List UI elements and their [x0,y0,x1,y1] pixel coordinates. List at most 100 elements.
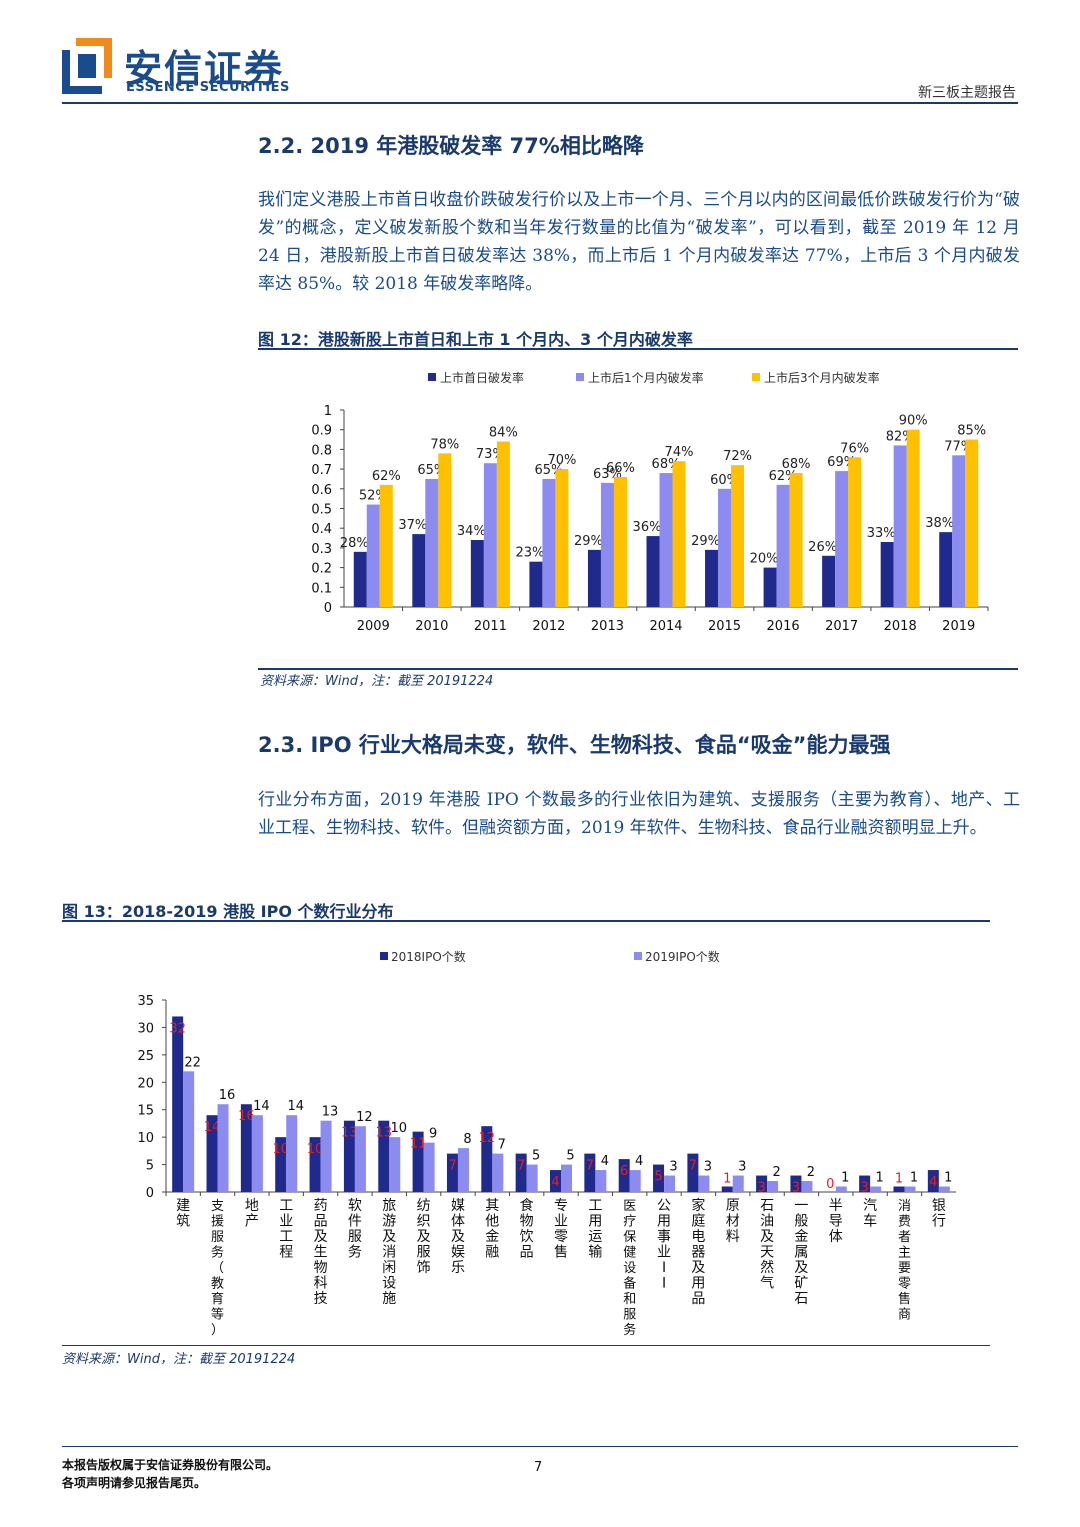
data-label: 34% [457,524,486,539]
bar-食物饮品-series-1 [515,1153,527,1192]
figure-13-top-rule [62,920,990,922]
x-tick-label: 旅游及消闲设施 [382,1198,396,1307]
legend-label-1: 2018IPO个数 [391,949,466,964]
x-tick-label: 一般金属及矿石 [794,1198,808,1307]
x-tick-label: 2019 [942,619,975,634]
data-label-2019: 3 [704,1160,712,1175]
data-label-2019: 4 [635,1154,643,1169]
logo-mark [62,38,112,94]
y-tick-label: 0 [324,601,332,616]
bar-2019-series-1 [939,532,953,607]
y-tick-label: 0.9 [311,424,332,439]
data-label-2019: 9 [429,1127,437,1142]
section-2-2-paragraph: 我们定义港股上市首日收盘价跌破发行价以及上市一个月、三个月以内的区间最低价跌破发… [258,190,1020,294]
bar-2009-series-2 [366,504,380,607]
data-label-2019: 3 [669,1160,677,1175]
bar-2015-series-3 [731,465,745,607]
bar-建筑-series-1 [172,1016,184,1192]
x-tick-label: 原材料 [726,1198,740,1245]
bar-2012-series-3 [555,469,569,607]
data-label-2019: 7 [498,1138,506,1153]
x-tick-label: 2011 [474,619,507,634]
data-label-2019: 13 [322,1105,339,1120]
x-tick-label: 地产 [245,1198,259,1230]
data-label-2019: 14 [287,1099,304,1114]
x-tick-label: 支援服务（教育等） [211,1199,224,1338]
x-tick-label: 2009 [357,619,390,634]
data-label-2018: 32 [169,1021,186,1036]
data-label-2019: 16 [219,1088,236,1103]
data-label-2019: 5 [566,1149,574,1164]
bar-2014-series-3 [672,461,686,607]
x-tick-label: 2010 [415,619,448,634]
bar-汽车-series-2 [870,1186,882,1192]
x-tick-label: 专业零售 [554,1198,568,1261]
figure-12-bottom-rule [258,668,1018,670]
y-tick-label: 1 [324,404,332,419]
x-tick-label: 家庭电器及用品 [691,1197,705,1307]
bar-纺织及服饰-series-1 [412,1131,424,1192]
bar-公用事业II-series-1 [653,1164,665,1192]
bar-工用运输-series-2 [595,1170,607,1192]
x-tick-label: 建筑 [176,1198,190,1230]
bar-石油及天然气-series-2 [767,1181,779,1192]
x-tick-label: 工业工程 [279,1198,293,1261]
data-label: 72% [723,449,752,464]
bar-地产-series-1 [240,1104,252,1192]
bar-旅游及消闲设施-series-2 [389,1137,401,1192]
data-label-2018: 16 [238,1109,255,1124]
x-tick-label: 公用事业 I I [657,1198,671,1292]
data-label-2018: 14 [204,1120,221,1135]
bar-2013-series-1 [587,549,601,607]
figure-13-bottom-rule [62,1345,990,1346]
data-label-2019: 10 [390,1121,407,1136]
x-tick-label: 医疗保健设备和服务 [623,1199,636,1338]
data-label: 38% [925,516,954,531]
logo-english: ESSENCE SECURITIES [126,80,290,95]
y-tick-label: 0.8 [311,443,332,458]
x-tick-label: 其他金融 [485,1198,499,1261]
data-label: 66% [606,461,635,476]
bar-家庭电器及用品-series-1 [687,1153,699,1192]
report-type-label: 新三板主题报告 [918,85,1016,101]
data-label: 62% [372,469,401,484]
bar-2019-series-3 [965,439,979,607]
bar-2009-series-1 [353,551,367,607]
data-label-2019: 2 [807,1165,815,1180]
data-label: 33% [867,526,896,541]
bar-食物饮品-series-2 [526,1164,538,1192]
y-tick-label: 0.3 [311,542,332,557]
bar-2017-series-3 [848,457,862,607]
bar-2018-series-1 [880,541,894,607]
bar-专业零售-series-2 [561,1164,572,1192]
bar-2009-series-3 [379,484,393,607]
data-label-2018: 1 [723,1172,731,1187]
data-label-2018: 11 [410,1137,427,1152]
bar-2014-series-2 [659,473,673,607]
x-tick-label: 2015 [708,619,741,634]
legend-label-1: 上市首日破发率 [440,370,524,385]
legend-label-2: 2019IPO个数 [645,949,720,964]
figure-13-source: 资料来源：Wind，注：截至 20191224 [62,1352,296,1367]
data-label-2018: 3 [792,1181,800,1196]
section-2-3-title: 2.3. IPO 行业大格局未变，软件、生物科技、食品“吸金”能力最强 [258,733,891,757]
bar-2015-series-2 [718,488,732,607]
x-tick-label: 2018 [884,619,917,634]
data-label-2018: 0 [826,1177,834,1192]
data-label-2019: 5 [532,1149,540,1164]
data-label-2018: 10 [307,1142,324,1157]
data-label-2018: 3 [757,1181,765,1196]
bar-药品及生物科技-series-2 [320,1120,332,1192]
bar-汽车-series-1 [859,1175,871,1192]
data-label-2018: 6 [620,1164,628,1179]
bar-2012-series-2 [542,478,556,607]
data-label-2018: 13 [341,1126,358,1141]
bar-消费者主要零售商-series-1 [893,1186,905,1192]
y-tick-label: 25 [137,1049,154,1064]
bar-2011-series-3 [496,441,510,607]
bar-家庭电器及用品-series-2 [698,1175,710,1192]
bar-医疗保健设备和服务-series-1 [618,1159,630,1192]
data-label: 29% [574,534,603,549]
bar-旅游及消闲设施-series-1 [378,1120,390,1192]
bar-2015-series-1 [705,549,719,607]
